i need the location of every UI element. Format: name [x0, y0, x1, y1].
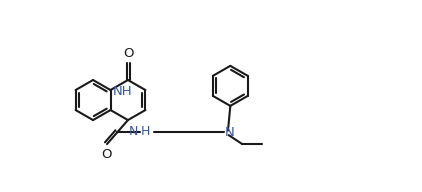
Text: N: N — [225, 126, 235, 139]
Text: H: H — [141, 125, 150, 138]
Text: N: N — [129, 125, 138, 138]
Text: O: O — [123, 47, 134, 60]
Text: O: O — [101, 148, 111, 161]
Text: NH: NH — [113, 85, 133, 98]
